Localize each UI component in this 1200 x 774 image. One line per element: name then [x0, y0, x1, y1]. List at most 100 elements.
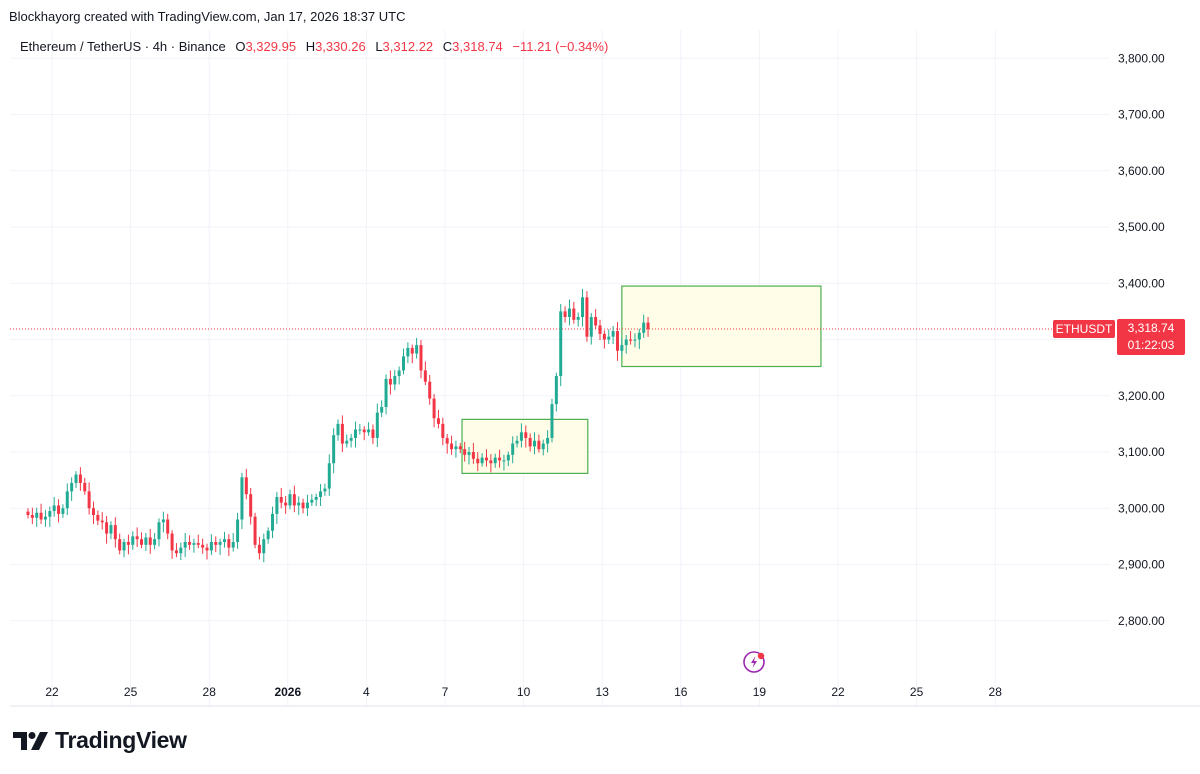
- x-tick-label: 22: [45, 685, 59, 699]
- candle-body: [279, 497, 283, 503]
- y-tick-label: 3,500.00: [1118, 220, 1165, 234]
- candle-body: [78, 474, 82, 483]
- candle-body: [415, 345, 419, 354]
- y-tick-label: 3,700.00: [1118, 108, 1165, 122]
- range-zone[interactable]: [461, 418, 589, 474]
- candle-body: [43, 516, 47, 520]
- x-tick-label: 22: [831, 685, 845, 699]
- x-tick-label: 19: [753, 685, 767, 699]
- candle-body: [236, 519, 240, 542]
- tradingview-logo[interactable]: TradingView: [13, 727, 187, 754]
- legend-symbol[interactable]: Ethereum / TetherUS · 4h · Binance: [20, 39, 226, 54]
- candle-body: [144, 537, 148, 545]
- candle-body: [602, 333, 606, 340]
- price-tag: ETHUSDT 3,318.74 01:22:03: [1053, 319, 1185, 355]
- candle-body: [140, 539, 144, 545]
- chart-attribution: Blockhayorg created with TradingView.com…: [9, 9, 406, 24]
- candle-body: [52, 505, 56, 512]
- candle-body: [214, 542, 218, 545]
- candle-body: [423, 370, 427, 382]
- candle-body: [345, 440, 349, 444]
- candle-body: [362, 429, 366, 433]
- candle-body: [166, 519, 170, 534]
- candle-body: [271, 513, 275, 531]
- candle-body: [323, 488, 327, 492]
- candle-body: [541, 443, 545, 450]
- candle-body: [201, 544, 205, 548]
- candle-body: [484, 457, 488, 461]
- candle-body: [188, 542, 192, 545]
- legend-change: −11.21 (−0.34%): [512, 39, 609, 54]
- x-tick-label: 16: [674, 685, 688, 699]
- candle-body: [519, 432, 523, 441]
- candle-body: [633, 339, 637, 341]
- candle-body: [249, 494, 253, 517]
- candle-body: [301, 502, 305, 509]
- x-tick-label: 10: [517, 685, 531, 699]
- candle-body: [26, 511, 30, 515]
- candle-body: [297, 502, 301, 506]
- candle-body: [179, 547, 183, 554]
- price-tag-symbol-box: [1053, 320, 1115, 338]
- time-axis[interactable]: 22 25 28 2026 4 7 10 13 16 19 22 25 28: [45, 685, 1002, 699]
- candle-body: [489, 460, 493, 464]
- candle-body: [576, 317, 580, 320]
- candle-body: [227, 539, 231, 548]
- candle-body: [646, 322, 650, 329]
- candle-body: [205, 547, 209, 551]
- y-tick-label: 3,200.00: [1118, 389, 1165, 403]
- candle-body: [39, 512, 43, 520]
- price-tag-countdown: 01:22:03: [1128, 338, 1175, 352]
- candle-body: [83, 482, 87, 492]
- x-tick-label: 7: [442, 685, 449, 699]
- x-tick-label: 28: [989, 685, 1003, 699]
- candle-body: [642, 322, 646, 333]
- candle-body: [262, 539, 266, 554]
- candle-body: [615, 331, 619, 351]
- candle-body: [524, 432, 528, 438]
- candle-body: [266, 530, 270, 540]
- candle-body: [170, 533, 174, 551]
- candle-body: [419, 345, 423, 371]
- candle-body: [105, 522, 109, 534]
- candle-body: [467, 452, 471, 455]
- candle-body: [349, 437, 353, 441]
- range-zone[interactable]: [621, 285, 822, 368]
- y-tick-label: 2,800.00: [1118, 614, 1165, 628]
- candle-body: [240, 477, 244, 520]
- x-tick-label: 25: [124, 685, 138, 699]
- candle-body: [310, 499, 314, 503]
- candle-body: [388, 378, 392, 385]
- candle-body: [581, 297, 585, 317]
- legend-high-label: H: [305, 39, 316, 54]
- candle-body: [441, 423, 445, 438]
- candle-body: [148, 537, 152, 545]
- candle-body: [463, 449, 467, 455]
- lightning-alert-icon[interactable]: [743, 651, 765, 673]
- candle-body: [506, 454, 510, 461]
- candle-body: [253, 516, 257, 545]
- candle-body: [585, 297, 589, 337]
- candle-body: [332, 435, 336, 464]
- candle-body: [629, 339, 633, 341]
- candle-body: [450, 443, 454, 450]
- price-tag-price: 3,318.74: [1128, 321, 1175, 335]
- candle-body: [432, 398, 436, 419]
- candle-body: [174, 550, 178, 554]
- y-tick-label: 3,400.00: [1118, 276, 1165, 290]
- candle-body: [550, 404, 554, 438]
- candle-body: [589, 317, 593, 337]
- candle-body: [118, 539, 122, 551]
- candle-body: [61, 508, 65, 514]
- candle-body: [74, 474, 78, 483]
- candle-body: [502, 460, 506, 462]
- candle-body: [126, 542, 130, 545]
- candle-body: [371, 429, 375, 438]
- candle-body: [563, 311, 567, 317]
- candle-body: [546, 437, 550, 444]
- price-tag-value-box: [1117, 319, 1185, 355]
- candle-body: [397, 370, 401, 377]
- candle-body: [611, 331, 615, 337]
- candle-body: [458, 446, 462, 450]
